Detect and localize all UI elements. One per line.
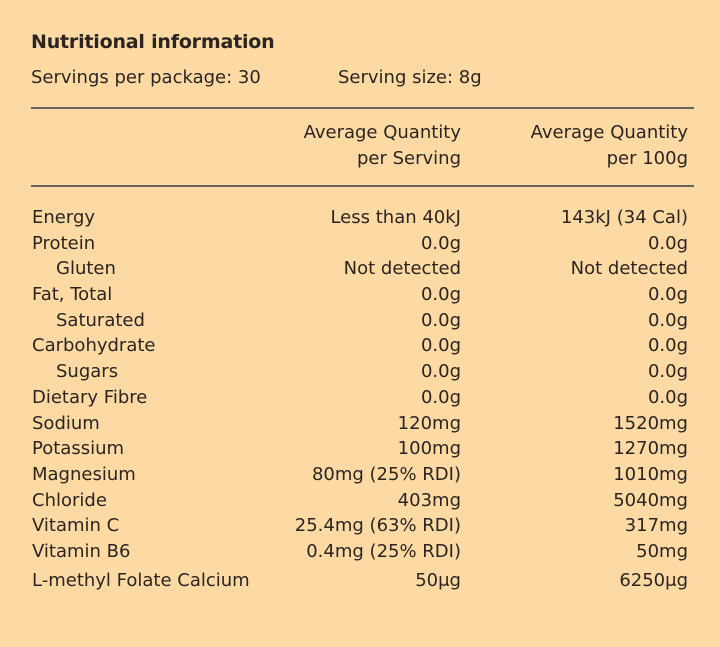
table-row: Sodium 120mg 1520mg bbox=[31, 411, 695, 437]
nutrient-label: Chloride bbox=[32, 489, 107, 511]
table-row: Sugars 0.0g 0.0g bbox=[31, 359, 695, 385]
nutrient-label: Vitamin C bbox=[32, 515, 120, 537]
nutrient-label: Vitamin B6 bbox=[32, 540, 131, 562]
per-serving-value: Less than 40kJ bbox=[330, 207, 461, 228]
serving-meta: Servings per package: 30 Serving size: 8… bbox=[31, 64, 695, 92]
per-100g-value: 143kJ (34 Cal) bbox=[560, 207, 688, 228]
per-100g-value: 0.0g bbox=[647, 232, 688, 254]
per-100g-value: 0.0g bbox=[647, 284, 688, 306]
column-header-per-100g: Average Quantity per 100g bbox=[531, 120, 688, 172]
per-serving-value: 25.4mg (63% RDI) bbox=[294, 515, 461, 537]
table-row: Protein 0.0g 0.0g bbox=[31, 231, 695, 257]
panel-title: Nutritional information bbox=[31, 31, 275, 53]
column-header-line: per 100g bbox=[606, 148, 688, 169]
table-row: Chloride 403mg 5040mg bbox=[31, 488, 695, 514]
table-row: Fat, Total 0.0g 0.0g bbox=[31, 282, 695, 308]
nutrient-label: Magnesium bbox=[32, 463, 136, 485]
per-serving-value: Not detected bbox=[343, 258, 461, 280]
nutrient-label: Energy bbox=[32, 207, 96, 228]
table-row: Vitamin B6 0.4mg (25% RDI) 50mg bbox=[31, 539, 695, 565]
per-serving-value: 0.0g bbox=[420, 361, 461, 383]
per-100g-value: 1270mg bbox=[613, 438, 688, 460]
table-row: Carbohydrate 0.0g 0.0g bbox=[31, 333, 695, 359]
table-header: Average Quantity per Serving Average Qua… bbox=[31, 109, 695, 185]
nutrient-label: L-methyl Folate Calcium bbox=[32, 569, 250, 591]
table-row: L-methyl Folate Calcium 50μg 6250μg bbox=[31, 568, 695, 594]
table-row: Saturated 0.0g 0.0g bbox=[31, 308, 695, 334]
table-row: Gluten Not detected Not detected bbox=[31, 256, 695, 282]
nutrient-table-body: Energy Less than 40kJ 143kJ (34 Cal) Protei… bbox=[31, 205, 695, 593]
nutrient-label: Protein bbox=[32, 232, 96, 254]
per-100g-value: 1520mg bbox=[613, 412, 688, 434]
nutrient-label: Sugars bbox=[56, 361, 119, 383]
serving-size: Serving size: 8g bbox=[338, 67, 482, 88]
per-serving-value: 403mg bbox=[397, 489, 461, 511]
per-serving-value: 100mg bbox=[397, 438, 461, 460]
per-100g-value: 317mg bbox=[624, 515, 688, 537]
nutrient-label: Potassium bbox=[32, 438, 125, 460]
table-row: Potassium 100mg 1270mg bbox=[31, 436, 695, 462]
nutrient-label: Saturated bbox=[56, 309, 145, 331]
column-header-line: Average Quantity bbox=[303, 122, 461, 143]
column-header-per-serving: Average Quantity per Serving bbox=[304, 120, 461, 172]
per-100g-value: 0.0g bbox=[647, 361, 688, 383]
per-serving-value: 0.0g bbox=[420, 284, 461, 306]
header-top-rule bbox=[31, 107, 694, 109]
per-100g-value: 50mg bbox=[636, 540, 688, 562]
table-row: Dietary Fibre 0.0g 0.0g bbox=[31, 385, 695, 411]
per-serving-value: 80mg (25% RDI) bbox=[311, 463, 461, 485]
nutrient-label: Carbohydrate bbox=[32, 335, 156, 357]
per-serving-value: 0.0g bbox=[420, 335, 461, 357]
column-header-line: per Serving bbox=[356, 148, 461, 169]
table-row: Energy Less than 40kJ 143kJ (34 Cal) bbox=[31, 205, 695, 231]
nutrient-label: Fat, Total bbox=[32, 284, 113, 306]
per-serving-value: 50μg bbox=[415, 569, 461, 591]
nutrient-label: Dietary Fibre bbox=[32, 386, 148, 408]
per-100g-value: 0.0g bbox=[647, 309, 688, 331]
per-100g-value: 5040mg bbox=[613, 489, 688, 511]
per-100g-value: Not detected bbox=[570, 258, 688, 280]
per-100g-value: 0.0g bbox=[647, 335, 688, 357]
per-serving-value: 0.4mg (25% RDI) bbox=[306, 540, 461, 562]
per-serving-value: 0.0g bbox=[420, 386, 461, 408]
servings-per-package: Servings per package: 30 bbox=[31, 67, 261, 88]
nutrient-label: Gluten bbox=[56, 258, 116, 280]
header-bottom-rule bbox=[31, 185, 694, 187]
per-serving-value: 0.0g bbox=[420, 232, 461, 254]
table-row: Vitamin C 25.4mg (63% RDI) 317mg bbox=[31, 513, 695, 539]
per-100g-value: 0.0g bbox=[647, 386, 688, 408]
nutrient-label: Sodium bbox=[32, 412, 100, 434]
per-100g-value: 1010mg bbox=[613, 463, 688, 485]
per-serving-value: 120mg bbox=[397, 412, 461, 434]
nutrition-panel: Nutritional information Servings per pac… bbox=[31, 28, 695, 593]
per-100g-value: 6250μg bbox=[619, 569, 688, 591]
table-row: Magnesium 80mg (25% RDI) 1010mg bbox=[31, 462, 695, 488]
column-header-line: Average Quantity bbox=[530, 122, 688, 143]
per-serving-value: 0.0g bbox=[420, 309, 461, 331]
